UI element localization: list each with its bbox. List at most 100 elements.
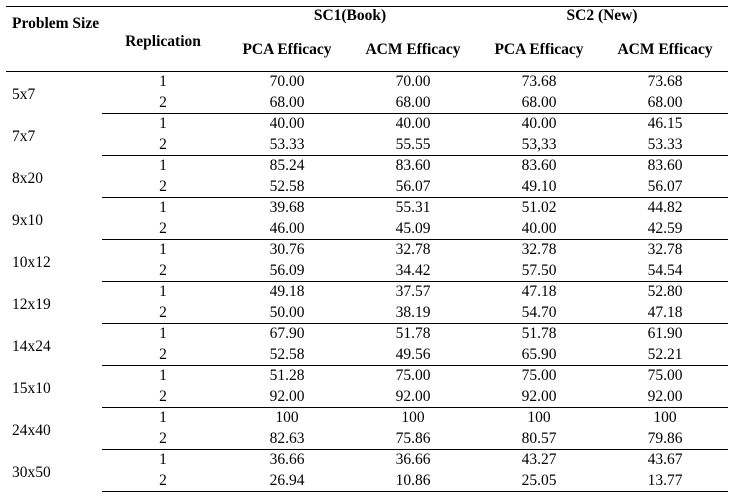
sc1-pca-cell: 46.00 <box>224 218 350 240</box>
problem-size-cell: 8x20 <box>12 169 43 187</box>
sc1-acm-cell: 40.00 <box>395 115 431 133</box>
sc1-acm-cell: 36.66 <box>395 451 431 469</box>
table-row: 15x10 1 51.28 75.00 75.00 75.00 <box>6 366 728 396</box>
replication-cell: 1 <box>159 451 167 469</box>
header-sc1-acm: ACM Efficacy <box>365 41 461 58</box>
problem-size-cell: 14x24 <box>12 337 51 355</box>
replication-cell: 1 <box>159 325 167 343</box>
table-row: 7x7 1 40.00 40.00 40.00 46.15 <box>6 114 728 144</box>
replication-cell: 2 <box>102 302 224 324</box>
sc1-acm-cell: 38.19 <box>350 302 477 324</box>
problem-size-cell: 15x10 <box>12 379 51 397</box>
sc2-pca-cell: 83.60 <box>521 157 557 175</box>
table-row: 2 26.94 10.86 25.05 13.77 <box>6 470 729 492</box>
sc1-pca-cell: 70.00 <box>269 73 305 91</box>
sc2-acm-cell: 52.80 <box>647 283 683 301</box>
replication-cell: 1 <box>159 367 167 385</box>
sc2-pca-cell: 65.90 <box>476 344 603 366</box>
sc2-acm-cell: 53.33 <box>602 134 729 156</box>
sc1-acm-cell: 92.00 <box>350 386 477 408</box>
sc2-acm-cell: 13.77 <box>602 470 729 492</box>
replication-cell: 2 <box>102 386 224 408</box>
header-replication: Replication <box>125 33 201 50</box>
table-row: 14x24 1 67.90 51.78 51.78 61.90 <box>6 324 728 354</box>
header-group-sc2: SC2 (New) <box>566 7 638 24</box>
sc1-pca-cell: 56.09 <box>224 260 350 282</box>
table-row: 2 92.00 92.00 92.00 92.00 <box>6 386 729 408</box>
sc1-acm-cell: 10.86 <box>350 470 477 492</box>
table-row: 2 53.33 55.55 53,33 53.33 <box>6 134 729 156</box>
sc2-acm-cell: 75.00 <box>647 367 683 385</box>
sc2-pca-cell: 100 <box>527 409 551 427</box>
sc2-pca-cell: 54.70 <box>476 302 603 324</box>
sc2-acm-cell: 54.54 <box>602 260 729 282</box>
replication-cell: 2 <box>102 344 224 366</box>
table-row: 2 82.63 75.86 80.57 79.86 <box>6 428 729 450</box>
sc2-acm-cell: 42.59 <box>602 218 729 240</box>
replication-cell: 2 <box>102 134 224 156</box>
sc2-pca-cell: 40.00 <box>521 115 557 133</box>
header-sc2-pca: PCA Efficacy <box>494 41 584 58</box>
sc2-acm-cell: 61.90 <box>647 325 683 343</box>
sc2-pca-cell: 51.02 <box>521 199 557 217</box>
sc2-acm-cell: 47.18 <box>602 302 729 324</box>
sc1-acm-cell: 51.78 <box>395 325 431 343</box>
table-row: 12x19 1 49.18 37.57 47.18 52.80 <box>6 282 728 312</box>
problem-size-cell: 7x7 <box>12 127 36 145</box>
sc1-pca-cell: 100 <box>275 409 299 427</box>
sc1-acm-cell: 83.60 <box>395 157 431 175</box>
table-row: 9x10 1 39.68 55.31 51.02 44.82 <box>6 198 728 228</box>
problem-size-cell: 30x50 <box>12 463 51 481</box>
sc1-pca-cell: 40.00 <box>269 115 305 133</box>
table-header: Problem Size Replication SC1(Book) SC2 (… <box>6 6 729 72</box>
sc2-acm-cell: 73.68 <box>647 73 683 91</box>
sc1-acm-cell: 32.78 <box>395 241 431 259</box>
sc2-pca-cell: 51.78 <box>521 325 557 343</box>
table-body: 5x7 1 70.00 70.00 73.68 73.68 2 68.00 68.00 68.00… <box>6 72 729 492</box>
sc2-acm-cell: 56.07 <box>602 176 729 198</box>
sc1-pca-cell: 85.24 <box>269 157 305 175</box>
replication-cell: 1 <box>159 283 167 301</box>
header-group-sc1: SC1(Book) <box>313 7 387 24</box>
table-row: 2 50.00 38.19 54.70 47.18 <box>6 302 729 324</box>
header-sc2-acm: ACM Efficacy <box>617 41 713 58</box>
table-row: 2 56.09 34.42 57.50 54.54 <box>6 260 729 282</box>
sc2-pca-cell: 40.00 <box>476 218 603 240</box>
sc2-pca-cell: 32.78 <box>521 241 557 259</box>
replication-cell: 1 <box>159 157 167 175</box>
sc1-pca-cell: 36.66 <box>269 451 305 469</box>
replication-cell: 2 <box>102 470 224 492</box>
replication-cell: 1 <box>159 73 167 91</box>
sc1-acm-cell: 68.00 <box>350 92 477 114</box>
sc2-pca-cell: 92.00 <box>476 386 603 408</box>
sc2-pca-cell: 73.68 <box>521 73 557 91</box>
sc2-acm-cell: 52.21 <box>602 344 729 366</box>
sc2-acm-cell: 79.86 <box>602 428 729 450</box>
sc2-pca-cell: 57.50 <box>476 260 603 282</box>
sc2-acm-cell: 83.60 <box>647 157 683 175</box>
table-row: 8x20 1 85.24 83.60 83.60 83.60 <box>6 156 728 186</box>
sc1-pca-cell: 82.63 <box>224 428 350 450</box>
sc2-pca-cell: 49.10 <box>476 176 603 198</box>
sc1-pca-cell: 39.68 <box>269 199 305 217</box>
problem-size-cell: 5x7 <box>12 85 36 103</box>
sc1-acm-cell: 34.42 <box>350 260 477 282</box>
sc1-pca-cell: 49.18 <box>269 283 305 301</box>
sc2-acm-cell: 32.78 <box>647 241 683 259</box>
sc1-pca-cell: 67.90 <box>269 325 305 343</box>
header-sc1-pca: PCA Efficacy <box>242 41 332 58</box>
sc1-pca-cell: 92.00 <box>224 386 350 408</box>
sc1-acm-cell: 55.31 <box>395 199 431 217</box>
sc1-pca-cell: 26.94 <box>224 470 350 492</box>
problem-size-cell: 10x12 <box>12 253 51 271</box>
sc1-pca-cell: 52.58 <box>224 176 350 198</box>
problem-size-cell: 24x40 <box>12 421 51 439</box>
sc1-pca-cell: 52.58 <box>224 344 350 366</box>
replication-cell: 2 <box>102 176 224 198</box>
sc2-acm-cell: 100 <box>653 409 677 427</box>
problem-size-cell: 12x19 <box>12 295 51 313</box>
results-table: Problem Size Replication SC1(Book) SC2 (… <box>6 6 729 492</box>
replication-cell: 1 <box>159 409 167 427</box>
header-problem-size: Problem Size <box>12 15 100 32</box>
